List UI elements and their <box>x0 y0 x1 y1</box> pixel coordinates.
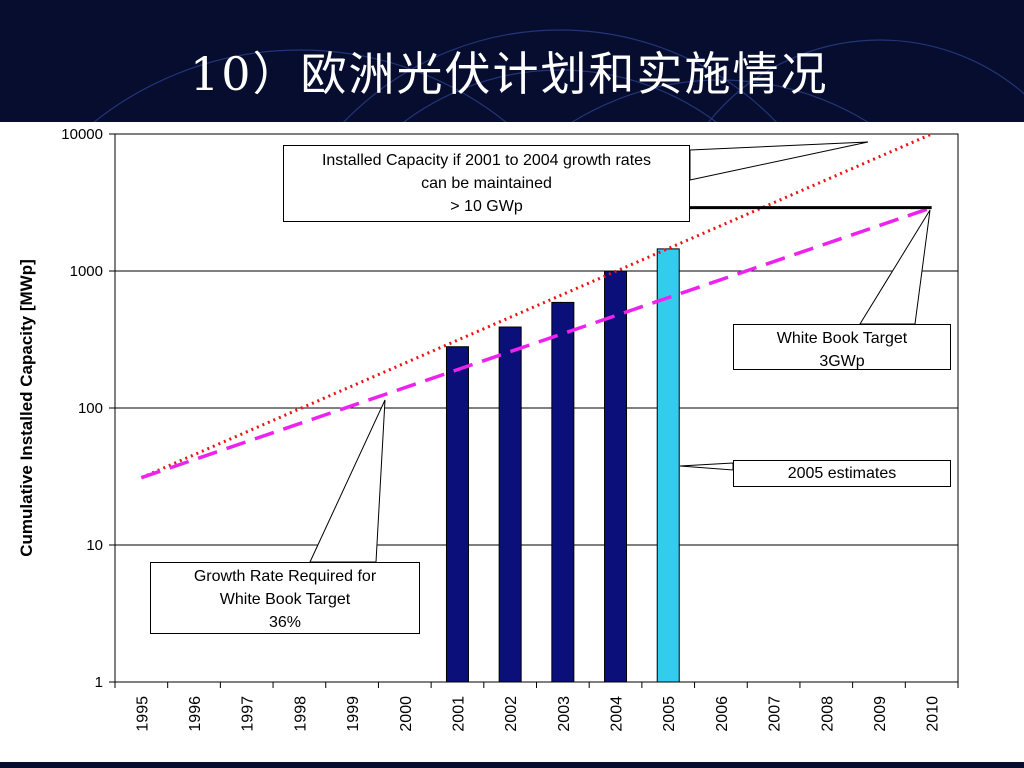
callout-pointer-growth <box>689 141 869 181</box>
annotation-line: White Book Target <box>219 591 351 608</box>
x-tick-label: 1997 <box>240 696 257 732</box>
chart: 1 10 100 1000 10000 1995 1996 1997 1998 1999 2000 2… <box>61 126 959 732</box>
bar-2002 <box>498 326 522 683</box>
x-tick-label: 1996 <box>187 696 204 732</box>
x-tick-label: 2003 <box>556 696 573 732</box>
y-tick-label: 100 <box>78 400 103 417</box>
x-tick-label: 1999 <box>345 696 362 732</box>
annotation-line: White Book Target <box>776 330 908 347</box>
bar-2003 <box>551 301 575 683</box>
y-tick-label: 10000 <box>61 126 103 143</box>
y-tick-label: 10 <box>86 537 103 554</box>
annotation-line: 3GWp <box>819 353 865 370</box>
callout-pointer-white-book <box>859 209 931 325</box>
slide-title: 10）欧洲光伏计划和实施情况 <box>190 47 829 101</box>
annotation-white-book: White Book Target 3GWp <box>733 324 951 370</box>
annotation-line: 36% <box>268 614 302 631</box>
annotation-line: Installed Capacity if 2001 to 2004 growt… <box>321 152 652 169</box>
annotation-growth-maintained: Installed Capacity if 2001 to 2004 growt… <box>283 145 690 222</box>
x-tick-label: 2005 <box>661 696 678 732</box>
x-tick-label: 2004 <box>609 696 626 732</box>
x-tick-label: 1995 <box>134 696 151 732</box>
header-arcs <box>93 29 1024 122</box>
x-tick-label: 1998 <box>292 696 309 732</box>
y-axis-label: Cumulative Installed Capacity [MWp] <box>17 259 36 557</box>
x-tick-label: 2000 <box>398 696 415 732</box>
callout-pointer-required <box>309 399 386 563</box>
annotation-required-growth: Growth Rate Required for White Book Targ… <box>150 562 420 634</box>
bar-2001 <box>445 346 469 683</box>
slide-header: 10）欧洲光伏计划和实施情况 <box>0 0 1024 122</box>
callout-pointer-estimates <box>679 462 734 471</box>
x-tick-label: 2008 <box>819 696 836 732</box>
bar-2004 <box>604 270 628 683</box>
y-tick-label: 1 <box>95 674 103 691</box>
annotation-2005-estimates: 2005 estimates <box>733 460 951 487</box>
x-tick-label: 2010 <box>925 696 942 732</box>
bar-2005 <box>656 248 680 683</box>
x-tick-label: 2001 <box>450 696 467 732</box>
annotation-line: Growth Rate Required for <box>193 568 377 585</box>
y-tick-label: 1000 <box>70 263 103 280</box>
annotation-line: > 10 GWp <box>450 198 523 215</box>
x-tick-label: 2006 <box>714 696 731 732</box>
annotation-line: 2005 estimates <box>787 465 897 482</box>
x-tick-label: 2009 <box>872 696 889 732</box>
required-growth-line <box>140 205 933 480</box>
slide-footer <box>0 762 1024 768</box>
annotation-line: can be maintained <box>421 175 552 192</box>
x-tick-label: 2007 <box>767 696 784 732</box>
x-tick-label: 2002 <box>503 696 520 732</box>
